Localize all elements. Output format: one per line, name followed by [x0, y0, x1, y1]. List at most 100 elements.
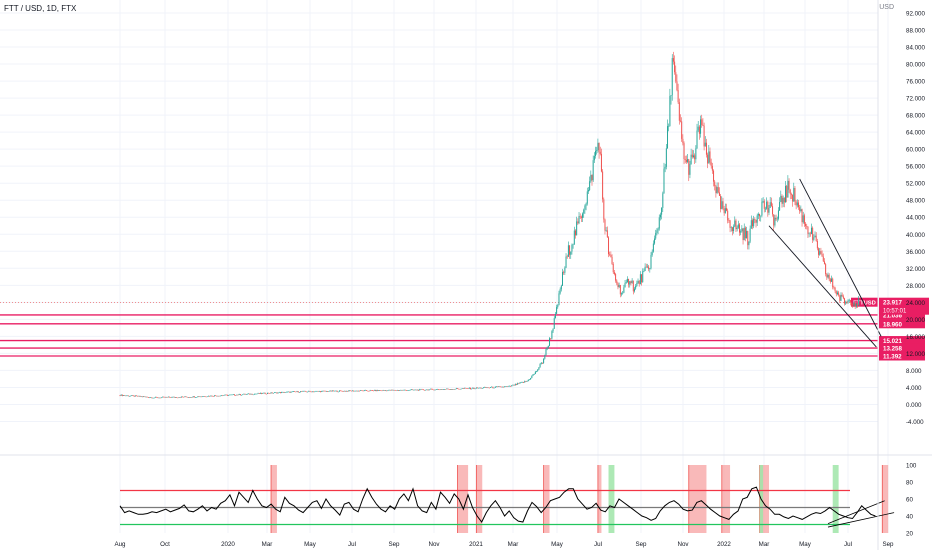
candle-body: [743, 227, 745, 241]
candle-body: [405, 389, 407, 391]
candle-body: [761, 201, 763, 216]
candle-body: [623, 287, 625, 293]
candle-body: [380, 390, 382, 391]
candle-body: [845, 301, 847, 304]
candle-body: [801, 209, 803, 223]
candle-body: [664, 166, 666, 169]
candle-body: [139, 395, 141, 397]
candle-body: [439, 389, 441, 391]
candle-body: [807, 226, 809, 234]
candle-body: [626, 278, 628, 283]
candle-body: [558, 293, 560, 306]
candle-body: [713, 170, 715, 182]
candle-body: [798, 202, 799, 208]
rsi-overbought-zone: [688, 465, 707, 533]
candle-body: [687, 159, 689, 162]
candle-body: [536, 371, 538, 372]
level-price-text: 13.258: [883, 346, 902, 353]
rsi-overbought-zone: [271, 465, 277, 533]
candle-body: [393, 390, 395, 391]
candle-body: [642, 271, 644, 283]
candle-body: [361, 390, 363, 391]
candle-body: [435, 389, 437, 390]
candle-body: [383, 390, 385, 391]
candle-body: [372, 390, 374, 391]
candle-body: [364, 390, 366, 391]
candle-body: [668, 125, 670, 127]
candle-body: [820, 251, 822, 254]
candle-body: [639, 274, 641, 285]
candle-body: [396, 390, 398, 391]
grid-layer: [0, 0, 889, 533]
price-tick-label: 84.000: [906, 45, 925, 52]
candle-body: [547, 345, 549, 348]
candle-body: [839, 295, 841, 301]
candle-body: [493, 387, 495, 389]
candle-body: [705, 142, 707, 155]
candle-body: [741, 228, 743, 232]
candle-body: [176, 397, 178, 398]
candle-body: [685, 159, 687, 162]
candle-body: [794, 187, 796, 202]
candle-body: [454, 389, 456, 390]
candle-body: [466, 388, 468, 389]
candle-body: [340, 390, 342, 392]
level-price-tag: [879, 336, 925, 346]
candle-body: [305, 391, 307, 393]
time-tick-label: Oct: [160, 541, 170, 548]
candle-body: [228, 395, 230, 396]
candle-body: [464, 388, 466, 389]
candle-body: [644, 266, 646, 272]
candle-body: [828, 274, 830, 280]
candle-body: [599, 151, 601, 154]
candle-body: [669, 96, 671, 126]
candle-body: [740, 231, 742, 233]
candle-body: [289, 391, 291, 393]
candle-body: [428, 389, 430, 391]
price-series-layer: [119, 51, 882, 399]
candle-body: [851, 302, 853, 304]
candle-body: [789, 189, 791, 195]
candle-body: [658, 217, 660, 229]
candle-body: [556, 307, 558, 314]
candle-body: [268, 392, 270, 394]
candle-body: [193, 396, 195, 398]
candle-body: [818, 248, 820, 255]
price-tick-label: 56.000: [906, 164, 925, 171]
candle-body: [149, 397, 150, 399]
candle-body: [185, 396, 187, 398]
candle-body: [768, 207, 770, 213]
candle-body: [691, 154, 693, 158]
candle-body: [426, 389, 428, 391]
candle-body: [198, 396, 200, 397]
candle-body: [544, 355, 546, 359]
candle-body: [645, 266, 647, 268]
candle-body: [616, 280, 618, 284]
candle-body: [356, 390, 358, 392]
time-tick-label: Sep: [882, 541, 894, 548]
rsi-tick-label: 100: [906, 463, 917, 470]
candle-body: [308, 391, 310, 392]
price-tick-label: 28.000: [906, 283, 925, 290]
candle-body: [121, 394, 123, 396]
candle-body: [781, 195, 783, 204]
candle-body: [596, 150, 598, 151]
candle-body: [204, 396, 206, 397]
candle-body: [485, 387, 487, 388]
candle-body: [459, 388, 461, 390]
level-price-text: 21.036: [883, 312, 902, 319]
candle-body: [527, 379, 529, 382]
candle-body: [751, 220, 753, 227]
candle-body: [746, 230, 748, 239]
candle-body: [783, 197, 785, 203]
candle-body: [310, 391, 312, 393]
candle-body: [579, 216, 581, 217]
candle-body: [408, 390, 410, 391]
candle-body: [704, 142, 706, 147]
candle-body: [503, 386, 504, 388]
candle-body: [436, 389, 438, 390]
candle-body: [413, 389, 415, 391]
candle-body: [237, 394, 239, 396]
candle-body: [467, 388, 469, 390]
candle-body: [420, 389, 422, 390]
